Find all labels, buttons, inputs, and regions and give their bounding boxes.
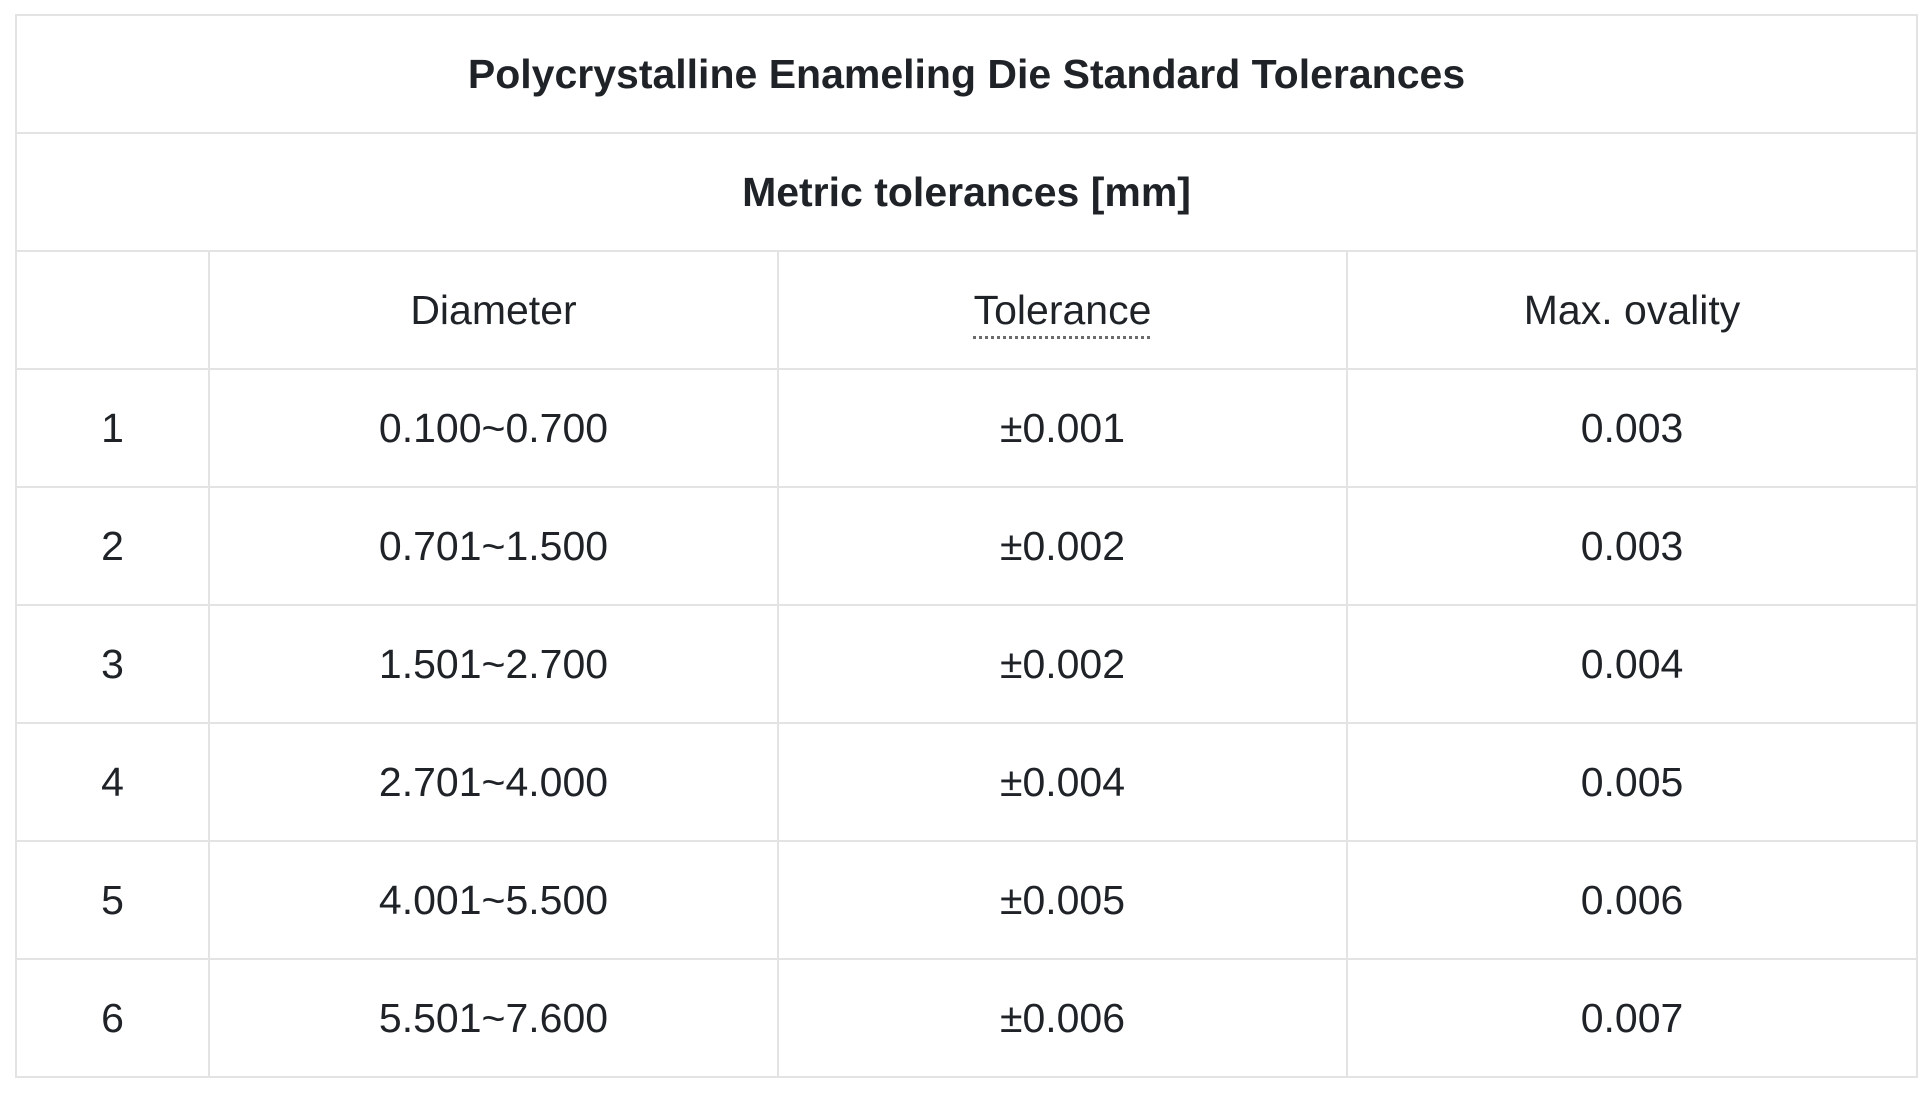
title-row: Polycrystalline Enameling Die Standard T… <box>14 14 1919 134</box>
row-ovality: 0.003 <box>1345 368 1919 488</box>
row-index: 1 <box>15 368 210 488</box>
row-index: 6 <box>15 958 210 1078</box>
row-diameter: 5.501~7.600 <box>208 958 779 1078</box>
table-row: 4 2.701~4.000 ±0.004 0.005 <box>15 722 1919 842</box>
row-ovality: 0.005 <box>1345 722 1919 842</box>
table-title: Polycrystalline Enameling Die Standard T… <box>14 14 1919 134</box>
header-index <box>15 250 210 370</box>
row-ovality: 0.004 <box>1345 604 1919 724</box>
row-index: 5 <box>15 840 210 960</box>
row-index: 3 <box>15 604 210 724</box>
table-row: 5 4.001~5.500 ±0.005 0.006 <box>15 840 1919 960</box>
row-tolerance: ±0.001 <box>777 368 1348 488</box>
row-index: 2 <box>15 486 210 606</box>
table-row: 2 0.701~1.500 ±0.002 0.003 <box>15 486 1919 606</box>
table-row: 1 0.100~0.700 ±0.001 0.003 <box>15 368 1919 488</box>
row-diameter: 4.001~5.500 <box>208 840 779 960</box>
subtitle-row: Metric tolerances [mm] <box>14 132 1919 252</box>
row-index: 4 <box>15 722 210 842</box>
header-row: Diameter Tolerance Max. ovality <box>15 250 1919 370</box>
row-tolerance: ±0.006 <box>777 958 1348 1078</box>
row-diameter: 1.501~2.700 <box>208 604 779 724</box>
tolerance-table: Polycrystalline Enameling Die Standard T… <box>14 14 1919 1078</box>
row-tolerance: ±0.002 <box>777 604 1348 724</box>
row-diameter: 2.701~4.000 <box>208 722 779 842</box>
row-tolerance: ±0.005 <box>777 840 1348 960</box>
row-diameter: 0.100~0.700 <box>208 368 779 488</box>
table-row: 6 5.501~7.600 ±0.006 0.007 <box>15 958 1919 1078</box>
table-subtitle: Metric tolerances [mm] <box>14 132 1919 252</box>
header-ovality: Max. ovality <box>1345 250 1919 370</box>
header-tolerance[interactable]: Tolerance <box>973 286 1152 333</box>
row-ovality: 0.006 <box>1345 840 1919 960</box>
row-tolerance: ±0.002 <box>777 486 1348 606</box>
header-tolerance-cell: Tolerance <box>777 250 1348 370</box>
table-row: 3 1.501~2.700 ±0.002 0.004 <box>15 604 1919 724</box>
row-diameter: 0.701~1.500 <box>208 486 779 606</box>
row-ovality: 0.003 <box>1345 486 1919 606</box>
header-diameter: Diameter <box>208 250 779 370</box>
row-tolerance: ±0.004 <box>777 722 1348 842</box>
row-ovality: 0.007 <box>1345 958 1919 1078</box>
